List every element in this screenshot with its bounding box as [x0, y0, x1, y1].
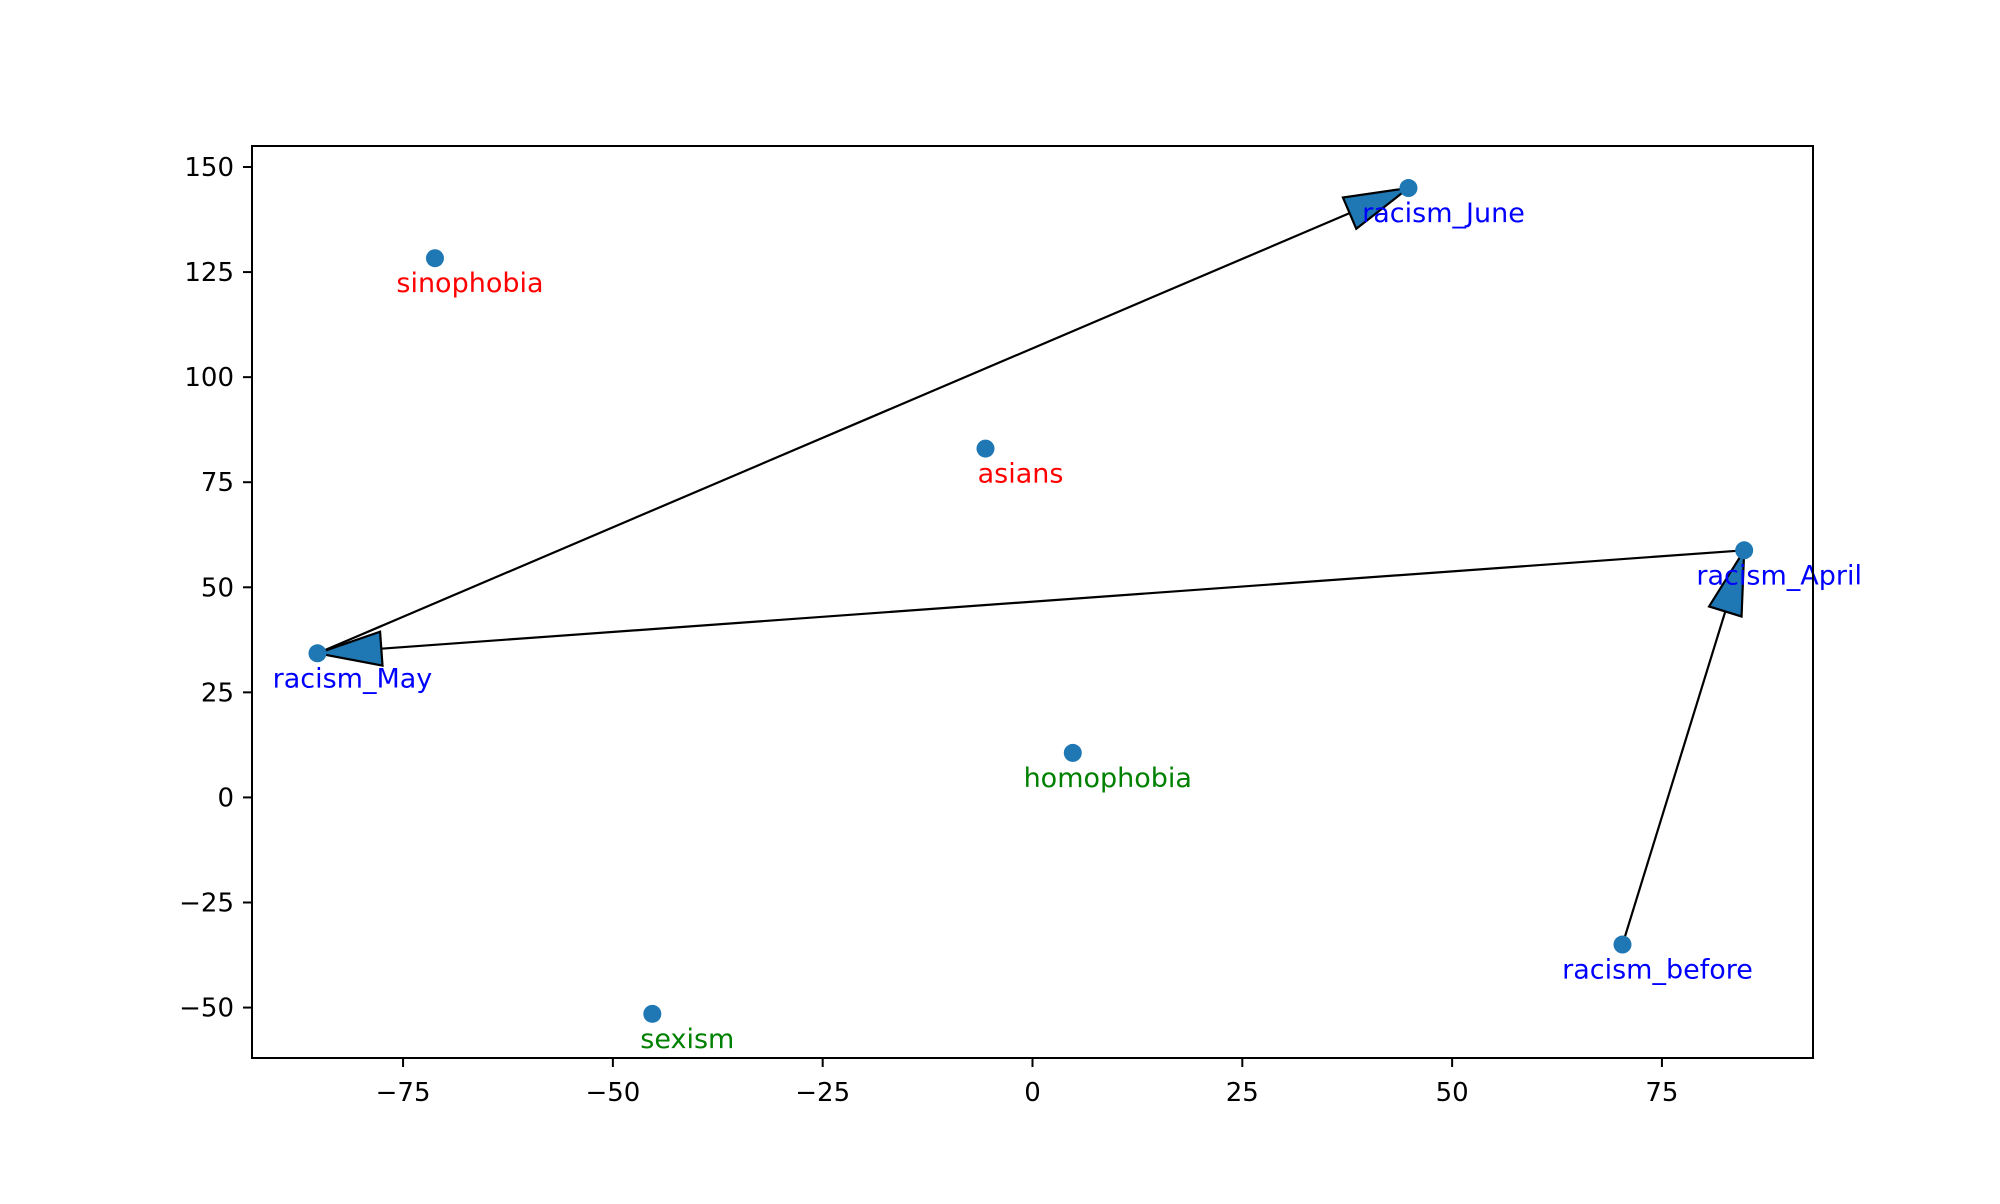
y-tick-label: 125	[184, 258, 234, 288]
data-point	[308, 644, 327, 663]
data-point	[1063, 743, 1082, 762]
arrow-head	[1707, 546, 1746, 618]
axes-layer: −75 −50 −25 0 25 50 75 −50 −25 0 25 50 75 100 125 150	[179, 145, 1814, 1108]
x-tick-label: 75	[1645, 1078, 1678, 1108]
data-point	[425, 249, 444, 268]
y-tick-label: 0	[217, 783, 234, 813]
point-label: racism_May	[273, 663, 433, 694]
y-tick-label: 75	[201, 468, 234, 498]
y-tick-label: −25	[179, 888, 234, 918]
points-layer	[308, 179, 1754, 1023]
x-tick-label: 25	[1226, 1078, 1259, 1108]
data-point	[1613, 935, 1632, 954]
arrow-shaft	[1621, 611, 1727, 945]
arrow-shaft	[317, 212, 1351, 655]
arrows-layer	[313, 186, 1746, 945]
arrow-shaft	[381, 549, 1745, 650]
data-point	[1399, 179, 1418, 198]
point-label: asians	[978, 459, 1064, 490]
point-label: racism_before	[1562, 955, 1753, 986]
arrow-head	[1341, 186, 1413, 231]
data-point	[976, 439, 995, 458]
y-tick-label: 100	[184, 363, 234, 393]
y-tick-label: 150	[184, 153, 234, 183]
x-tick-label: −25	[795, 1078, 850, 1108]
arrow-head	[313, 630, 384, 667]
x-tick-label: −75	[376, 1078, 431, 1108]
y-tick-label: −50	[179, 994, 234, 1024]
point-label: racism_April	[1696, 560, 1862, 591]
data-point	[643, 1004, 662, 1023]
point-label: sinophobia	[396, 268, 543, 299]
point-label: sexism	[640, 1024, 734, 1055]
y-tick-label: 50	[201, 573, 234, 603]
x-tick-label: −50	[585, 1078, 640, 1108]
point-label: racism_June	[1362, 198, 1525, 229]
x-tick-label: 50	[1436, 1078, 1469, 1108]
y-tick-label: 25	[201, 678, 234, 708]
point-label: homophobia	[1024, 763, 1192, 794]
x-tick-label: 0	[1024, 1078, 1041, 1108]
data-point	[1735, 541, 1754, 560]
